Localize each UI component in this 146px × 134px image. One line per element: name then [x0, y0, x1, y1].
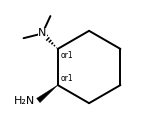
Text: or1: or1 [61, 74, 74, 83]
Text: N: N [38, 29, 47, 38]
Text: or1: or1 [61, 51, 74, 60]
Polygon shape [37, 85, 58, 103]
Text: H₂N: H₂N [14, 96, 35, 105]
